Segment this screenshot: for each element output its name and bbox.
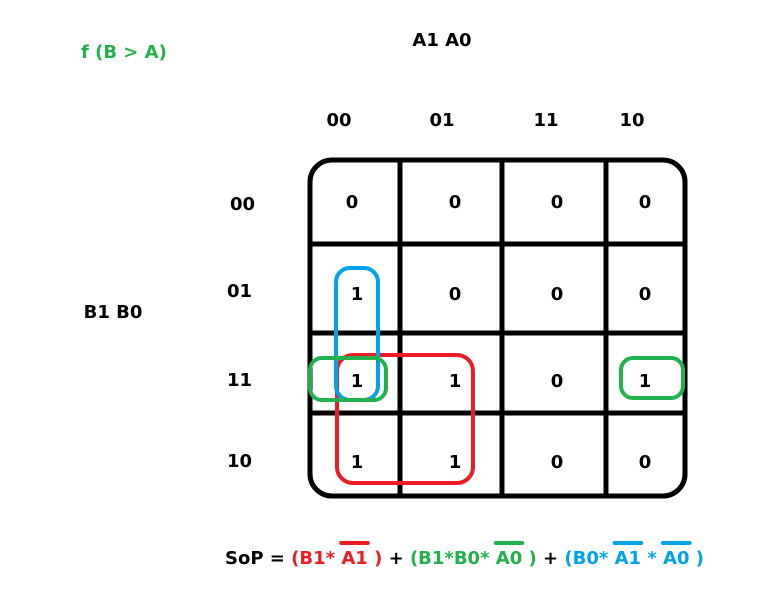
sop-expression: SoP = (B1* A1 ) + (B1*B0* A0 ) + (B0* A1… <box>225 541 704 569</box>
function-title: f (B > A) <box>81 42 167 63</box>
sop-blue-open: (B0* <box>564 548 608 569</box>
cell-value: 1 <box>449 452 462 473</box>
column-header: 01 <box>429 110 454 131</box>
sop-blue-mid: * <box>647 548 657 569</box>
sop-text: SoP = (B1* A1 ) + (B1*B0* A0 ) + (B0* A1… <box>225 548 704 569</box>
cell-value: 0 <box>551 192 564 213</box>
sop-green-bar-term: A0 <box>496 548 522 569</box>
cell-value: 0 <box>639 192 652 213</box>
row-header: 10 <box>227 451 252 472</box>
sop-prefix: SoP = <box>225 548 291 569</box>
cell-value: 0 <box>551 284 564 305</box>
cell-value: 0 <box>639 284 652 305</box>
grid-outline <box>307 157 688 499</box>
red-group-loop <box>335 353 475 485</box>
cell-value: 0 <box>551 452 564 473</box>
cell-value: 1 <box>639 371 652 392</box>
kmap-cells: 0 0 0 0 1 0 0 0 1 1 0 1 1 1 0 0 <box>346 192 652 473</box>
sop-blue-bar-term-2: A0 <box>663 548 689 569</box>
sop-red-open: (B1* <box>291 548 335 569</box>
green-group-loop-left <box>308 356 388 402</box>
column-variable-label: A1 A0 <box>412 30 471 51</box>
sop-blue-close: ) <box>696 548 704 569</box>
cell-value: 1 <box>449 371 462 392</box>
sop-green-close: ) <box>529 548 537 569</box>
column-header: 10 <box>619 110 644 131</box>
cell-value: 0 <box>551 371 564 392</box>
sop-red-close: ) <box>374 548 382 569</box>
column-header: 11 <box>533 110 558 131</box>
cell-value: 0 <box>449 284 462 305</box>
cell-value: 1 <box>351 371 364 392</box>
sop-plus: + <box>389 548 404 569</box>
row-header: 01 <box>227 281 252 302</box>
row-header: 11 <box>227 370 252 391</box>
row-headers: 00 01 11 10 <box>227 194 255 472</box>
grouping-loops <box>308 266 685 485</box>
green-group-loop-right <box>619 356 685 400</box>
cell-value: 0 <box>639 452 652 473</box>
row-header: 00 <box>230 194 255 215</box>
cell-value: 1 <box>351 284 364 305</box>
sop-blue-bar-term-1: A1 <box>615 548 641 569</box>
column-header: 00 <box>326 110 351 131</box>
sop-green-open: (B1*B0* <box>410 548 490 569</box>
kmap-grid <box>307 157 688 499</box>
sop-plus: + <box>543 548 558 569</box>
row-variable-label: B1 B0 <box>84 302 143 323</box>
sop-red-bar-term: A1 <box>341 548 367 569</box>
cell-value: 0 <box>346 192 359 213</box>
cell-value: 0 <box>449 192 462 213</box>
cell-value: 1 <box>351 452 364 473</box>
column-headers: 00 01 11 10 <box>326 110 644 131</box>
